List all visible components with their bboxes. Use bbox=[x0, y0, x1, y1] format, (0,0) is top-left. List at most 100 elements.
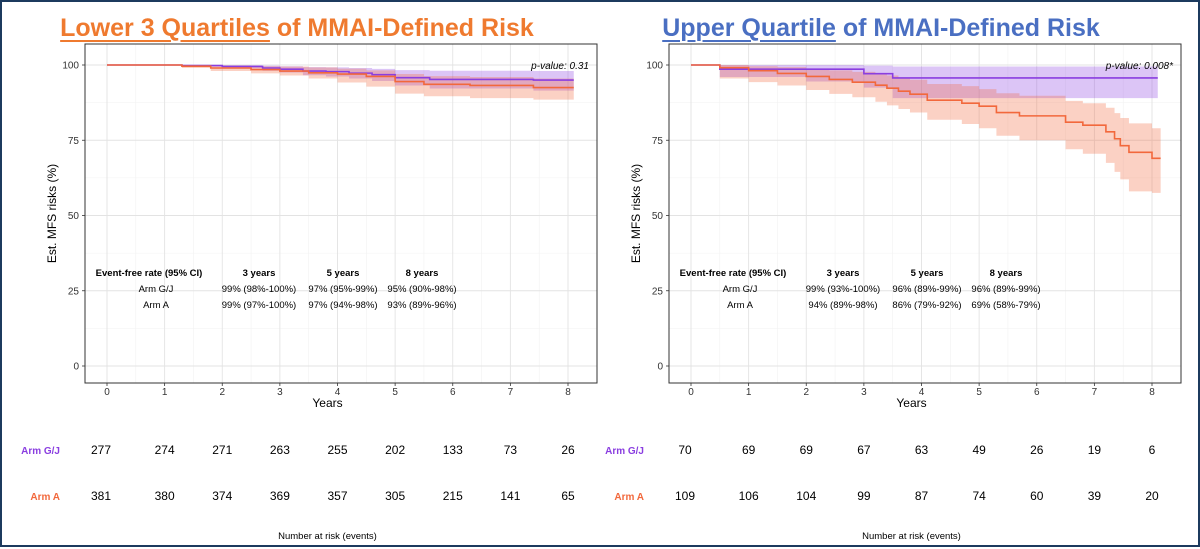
right-table-row-label: Arm G/J bbox=[723, 284, 758, 295]
right-at-risk-value: 39 bbox=[1088, 489, 1102, 503]
right-x-axis-title: Years bbox=[896, 396, 926, 410]
right-at-risk-value: 70 bbox=[678, 443, 692, 457]
left-title-rest: of MMAI-Defined Risk bbox=[269, 14, 534, 42]
left-table-cell: 99% (98%-100%) bbox=[222, 284, 296, 295]
left-x-tick-label: 2 bbox=[219, 387, 225, 398]
left-x-tick-label: 1 bbox=[162, 387, 168, 398]
left-x-tick-label: 4 bbox=[335, 387, 341, 398]
right-table-cell: 86% (79%-92%) bbox=[892, 300, 961, 311]
left-table-header: 3 years bbox=[243, 268, 276, 279]
left-at-risk-value: 65 bbox=[561, 489, 575, 503]
left-table-cell: 95% (90%-98%) bbox=[387, 284, 456, 295]
right-x-tick-label: 4 bbox=[919, 387, 925, 398]
left-x-tick-label: 3 bbox=[277, 387, 283, 398]
left-table-header: Event-free rate (95% CI) bbox=[96, 268, 203, 279]
right-y-tick-label: 75 bbox=[652, 136, 664, 147]
left-at-risk-label: Arm A bbox=[30, 492, 60, 503]
right-table-header: 3 years bbox=[827, 268, 860, 279]
right-table-cell: 94% (89%-98%) bbox=[808, 300, 877, 311]
right-at-risk-value: 20 bbox=[1145, 489, 1159, 503]
right-table-header: 8 years bbox=[990, 268, 1023, 279]
left-table-cell: 97% (95%-99%) bbox=[308, 284, 377, 295]
left-at-risk-value: 215 bbox=[443, 489, 463, 503]
left-plot-background bbox=[85, 44, 597, 383]
left-table-header: 5 years bbox=[327, 268, 360, 279]
left-y-tick-label: 100 bbox=[62, 61, 79, 72]
left-at-risk-footer: Number at risk (events) bbox=[278, 531, 377, 542]
right-table-cell: 99% (93%-100%) bbox=[806, 284, 880, 295]
right-at-risk-value: 67 bbox=[857, 443, 871, 457]
right-at-risk-label: Arm A bbox=[614, 492, 644, 503]
left-p-value: p-value: 0.31 bbox=[530, 61, 589, 72]
right-table-header: Event-free rate (95% CI) bbox=[680, 268, 787, 279]
right-x-tick-label: 5 bbox=[976, 387, 982, 398]
right-table-cell: 96% (89%-99%) bbox=[892, 284, 961, 295]
right-at-risk-value: 26 bbox=[1030, 443, 1044, 457]
left-at-risk-value: 381 bbox=[91, 489, 111, 503]
left-table-cell: 93% (89%-96%) bbox=[387, 300, 456, 311]
left-at-risk-value: 141 bbox=[500, 489, 520, 503]
right-y-tick-label: 0 bbox=[657, 362, 663, 373]
right-x-tick-label: 0 bbox=[688, 387, 694, 398]
right-x-tick-label: 7 bbox=[1092, 387, 1098, 398]
left-table-cell: 97% (94%-98%) bbox=[308, 300, 377, 311]
left-table-row-label: Arm A bbox=[143, 300, 170, 311]
left-at-risk-value: 374 bbox=[212, 489, 232, 503]
right-at-risk-value: 87 bbox=[915, 489, 929, 503]
left-x-tick-label: 6 bbox=[450, 387, 456, 398]
left-at-risk-value: 271 bbox=[212, 443, 232, 457]
right-table-cell: 69% (58%-79%) bbox=[971, 300, 1040, 311]
left-y-tick-label: 0 bbox=[73, 362, 79, 373]
left-at-risk-value: 277 bbox=[91, 443, 111, 457]
left-chart-panel: Lower 3 Quartiles of MMAI-Defined Risk 0… bbox=[2, 2, 598, 549]
left-y-tick-label: 50 bbox=[68, 211, 80, 222]
right-at-risk-label: Arm G/J bbox=[605, 446, 644, 457]
right-y-tick-label: 50 bbox=[652, 211, 664, 222]
right-at-risk-value: 49 bbox=[972, 443, 986, 457]
right-x-tick-label: 8 bbox=[1149, 387, 1155, 398]
right-at-risk-footer: Number at risk (events) bbox=[862, 531, 961, 542]
left-km-plot: 0 1 2 3 4 5 6 7 8 0 25 50 75 100 Years Est. MFS risks (… bbox=[21, 43, 598, 542]
right-table-header: 5 years bbox=[911, 268, 944, 279]
left-ci-band-series-1 bbox=[107, 65, 574, 100]
left-x-tick-label: 5 bbox=[392, 387, 398, 398]
right-at-risk-value: 69 bbox=[742, 443, 756, 457]
right-title-rest: of MMAI-Defined Risk bbox=[835, 14, 1100, 42]
left-at-risk-value: 274 bbox=[155, 443, 175, 457]
right-at-risk-value: 60 bbox=[1030, 489, 1044, 503]
left-table-row-label: Arm G/J bbox=[139, 284, 174, 295]
left-at-risk-value: 255 bbox=[327, 443, 347, 457]
right-at-risk-value: 106 bbox=[739, 489, 759, 503]
right-ci-band-series-1 bbox=[691, 65, 1161, 193]
right-at-risk-value: 69 bbox=[800, 443, 814, 457]
left-at-risk-value: 369 bbox=[270, 489, 290, 503]
right-y-tick-label: 25 bbox=[652, 286, 664, 297]
left-at-risk-value: 380 bbox=[155, 489, 175, 503]
left-at-risk-value: 26 bbox=[561, 443, 575, 457]
left-at-risk-value: 73 bbox=[504, 443, 518, 457]
right-x-tick-label: 1 bbox=[746, 387, 752, 398]
right-x-tick-label: 6 bbox=[1034, 387, 1040, 398]
left-title-highlight: Lower 3 Quartiles bbox=[60, 14, 270, 42]
right-at-risk-value: 19 bbox=[1088, 443, 1102, 457]
right-table-cell: 96% (89%-99%) bbox=[971, 284, 1040, 295]
right-at-risk-value: 99 bbox=[857, 489, 871, 503]
left-plot-border bbox=[84, 43, 598, 384]
left-table-cell: 99% (97%-100%) bbox=[222, 300, 296, 311]
left-x-tick-label: 8 bbox=[565, 387, 571, 398]
left-at-risk-value: 202 bbox=[385, 443, 405, 457]
left-x-axis-title: Years bbox=[312, 396, 342, 410]
left-at-risk-value: 305 bbox=[385, 489, 405, 503]
left-at-risk-label: Arm G/J bbox=[21, 446, 60, 457]
right-at-risk-value: 109 bbox=[675, 489, 695, 503]
right-at-risk-value: 63 bbox=[915, 443, 929, 457]
right-p-value: p-value: 0.008* bbox=[1105, 61, 1174, 72]
left-chart-title: Lower 3 Quartiles of MMAI-Defined Risk bbox=[2, 14, 592, 43]
left-x-tick-label: 7 bbox=[508, 387, 514, 398]
right-chart-title: Upper Quartile of MMAI-Defined Risk bbox=[586, 14, 1176, 43]
right-y-tick-label: 100 bbox=[646, 61, 663, 72]
right-chart-panel: Upper Quartile of MMAI-Defined Risk 0 1 2 3… bbox=[586, 2, 1182, 549]
right-at-risk-value: 74 bbox=[972, 489, 986, 503]
